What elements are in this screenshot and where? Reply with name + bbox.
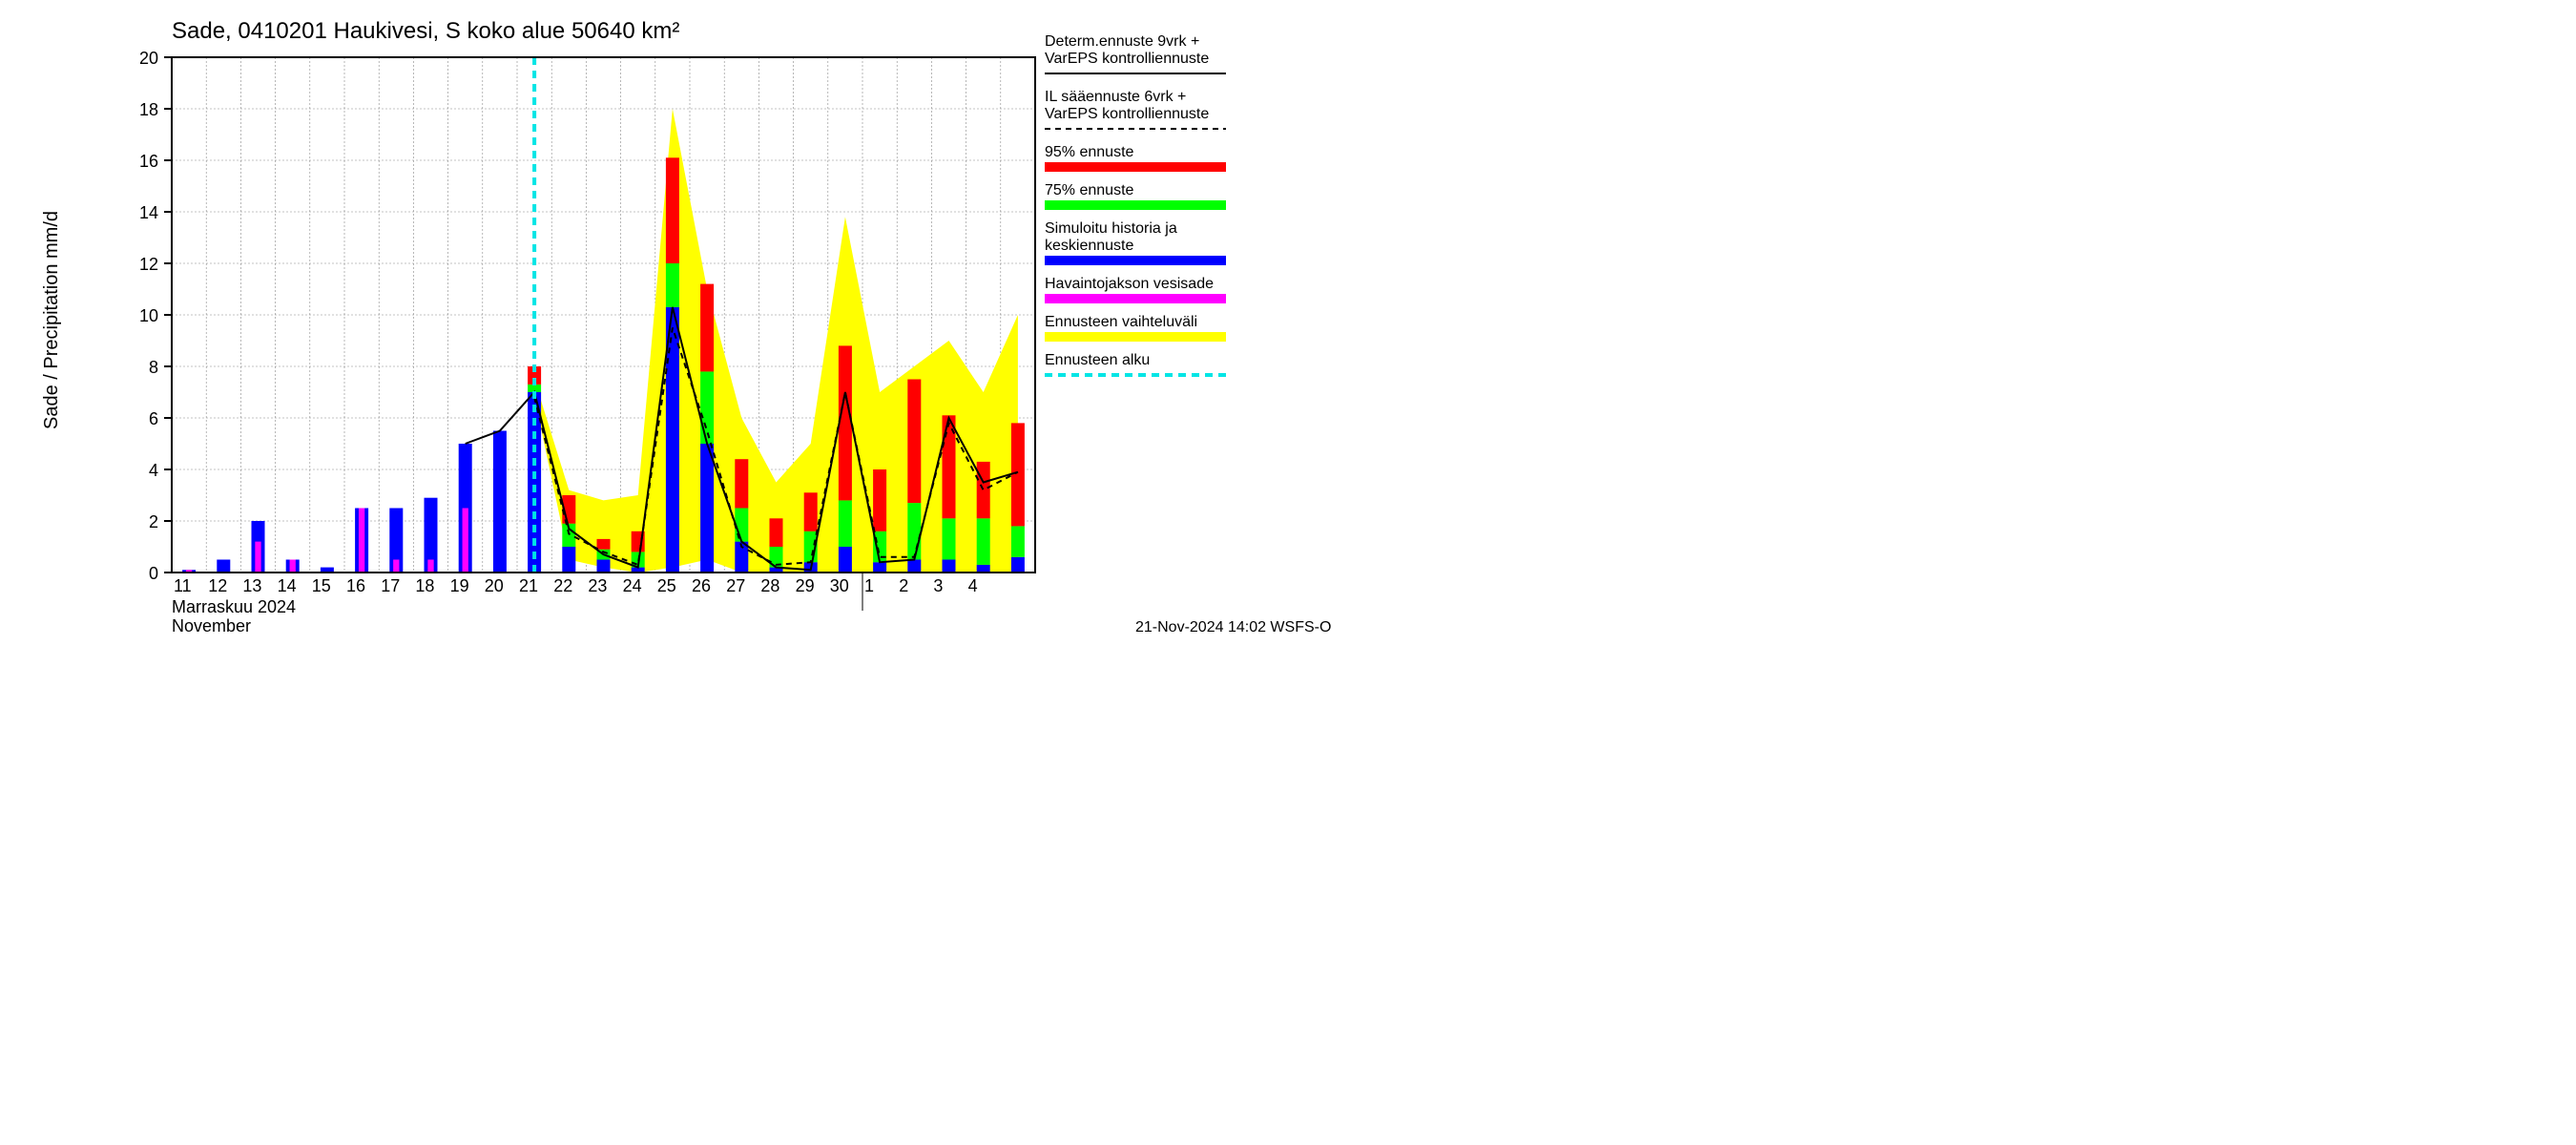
legend: Determ.ennuste 9vrk +VarEPS kontrollienn… — [1045, 33, 1226, 375]
x-tick-label: 20 — [485, 576, 504, 595]
x-tick-label: 25 — [657, 576, 676, 595]
legend-label: Havaintojakson vesisade — [1045, 276, 1214, 292]
legend-label: keskiennuste — [1045, 238, 1133, 254]
y-tick-label: 6 — [149, 409, 158, 428]
legend-label: Ennusteen vaihteluväli — [1045, 314, 1197, 330]
x-tick-label: 2 — [899, 576, 908, 595]
legend-label: Determ.ennuste 9vrk + — [1045, 33, 1199, 50]
x-tick-label: 4 — [968, 576, 978, 595]
legend-label: VarEPS kontrolliennuste — [1045, 51, 1209, 67]
x-tick-label: 21 — [519, 576, 538, 595]
precipitation-chart: 0246810121416182011121314151617181920212… — [0, 0, 1431, 649]
legend-label: 75% ennuste — [1045, 182, 1134, 198]
legend-label: Ennusteen alku — [1045, 352, 1150, 368]
x-tick-label: 12 — [208, 576, 227, 595]
x-tick-label: 3 — [933, 576, 943, 595]
legend-label: VarEPS kontrolliennuste — [1045, 106, 1209, 122]
x-tick-label: 29 — [796, 576, 815, 595]
x-tick-label: 13 — [242, 576, 261, 595]
y-tick-label: 0 — [149, 564, 158, 583]
x-tick-label: 30 — [830, 576, 849, 595]
y-tick-label: 12 — [139, 255, 158, 274]
y-axis-label: Sade / Precipitation mm/d — [41, 211, 62, 429]
y-tick-label: 20 — [139, 49, 158, 68]
x-tick-label: 19 — [450, 576, 469, 595]
y-tick-label: 8 — [149, 358, 158, 377]
chart-title: Sade, 0410201 Haukivesi, S koko alue 506… — [172, 18, 679, 44]
y-tick-label: 10 — [139, 306, 158, 325]
y-tick-label: 16 — [139, 152, 158, 171]
x-tick-label: 22 — [553, 576, 572, 595]
x-month-label-2: November — [172, 616, 251, 635]
y-tick-label: 4 — [149, 461, 158, 480]
chart-svg: 0246810121416182011121314151617181920212… — [0, 0, 1431, 649]
legend-label: Simuloitu historia ja — [1045, 220, 1177, 237]
legend-label: IL sääennuste 6vrk + — [1045, 89, 1186, 105]
x-tick-label: 1 — [864, 576, 874, 595]
y-tick-label: 14 — [139, 203, 158, 222]
x-tick-label: 17 — [381, 576, 400, 595]
x-tick-label: 18 — [415, 576, 434, 595]
x-month-label-1: Marraskuu 2024 — [172, 597, 296, 616]
x-tick-label: 26 — [692, 576, 711, 595]
x-tick-label: 15 — [312, 576, 331, 595]
y-tick-label: 18 — [139, 100, 158, 119]
x-tick-label: 24 — [623, 576, 642, 595]
x-tick-label: 11 — [174, 576, 192, 595]
x-tick-label: 28 — [760, 576, 779, 595]
footer-timestamp: 21-Nov-2024 14:02 WSFS-O — [1135, 619, 1331, 635]
legend-label: 95% ennuste — [1045, 144, 1134, 160]
x-tick-label: 27 — [726, 576, 745, 595]
y-tick-label: 2 — [149, 512, 158, 531]
x-tick-label: 14 — [278, 576, 297, 595]
x-tick-label: 23 — [588, 576, 607, 595]
x-tick-label: 16 — [346, 576, 365, 595]
